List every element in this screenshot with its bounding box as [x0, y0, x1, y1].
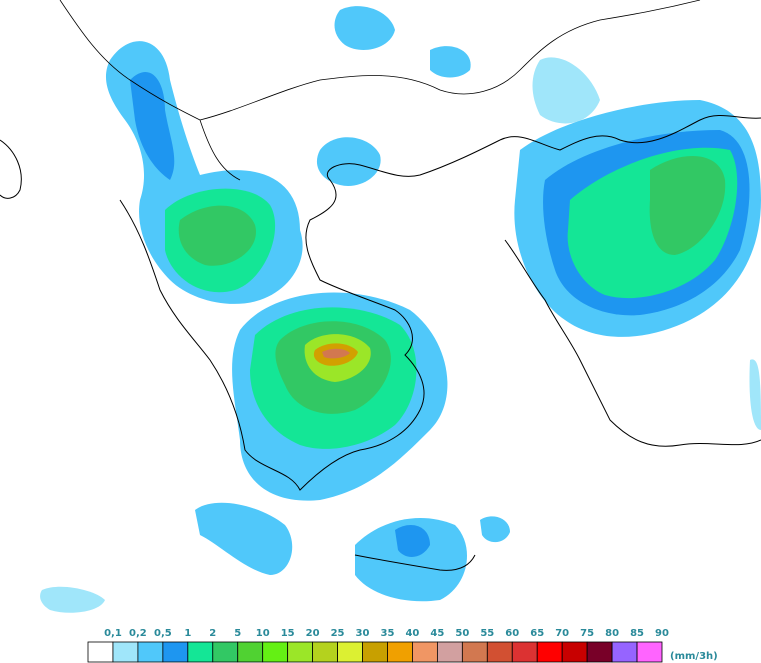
tick-label: 40 [405, 628, 419, 639]
rain-area [316, 137, 381, 186]
rain-area [649, 156, 726, 255]
tick-label: 15 [281, 628, 295, 639]
coastline [354, 554, 476, 571]
rain-area [178, 205, 256, 266]
color-swatch [287, 641, 314, 663]
coastline [504, 239, 761, 447]
color-swatch [137, 641, 164, 663]
coastline [499, 114, 761, 151]
color-swatch [312, 641, 338, 663]
coastlines [0, 0, 761, 571]
color-swatch [362, 641, 388, 663]
color-swatch [387, 641, 413, 663]
rain-area [532, 57, 600, 124]
tick-label: 20 [306, 628, 320, 639]
rain-area [395, 525, 430, 557]
tick-label: 90 [655, 628, 669, 639]
color-swatch [561, 641, 588, 663]
color-swatch [536, 641, 563, 663]
rain-area [334, 6, 395, 51]
color-swatch [187, 641, 214, 663]
tick-label: 55 [480, 628, 494, 639]
precipitation [40, 6, 761, 613]
tick-label: 1 [184, 628, 191, 639]
tick-label: 2 [209, 628, 216, 639]
rain-area [355, 517, 467, 602]
rain-area [130, 71, 175, 180]
rain-area [195, 502, 293, 575]
tick-label: 0,5 [154, 628, 172, 639]
tick-label: 0,2 [129, 628, 147, 639]
color-swatch [436, 641, 463, 663]
color-swatch [611, 641, 638, 663]
border [59, 0, 701, 121]
color-swatch [586, 641, 613, 663]
tick-label: 60 [505, 628, 519, 639]
color-swatch [162, 641, 189, 663]
tick-label: 30 [356, 628, 370, 639]
unit-label: (mm/3h) [670, 651, 718, 662]
color-swatch [412, 641, 438, 663]
tick-label: 65 [530, 628, 544, 639]
rain-area [430, 46, 471, 78]
tick-label: 10 [256, 628, 270, 639]
color-swatch [112, 641, 139, 663]
color-swatch [237, 641, 264, 663]
coastline [0, 139, 22, 199]
tick-label: 0,1 [104, 628, 122, 639]
rain-area [322, 348, 350, 359]
coastline [119, 139, 501, 491]
color-swatch [486, 641, 513, 663]
tick-label: 70 [555, 628, 569, 639]
tick-label: 5 [234, 628, 241, 639]
legend: 0,1 0,2 0,5 1 2 5 10 15 20 25 30 35 40 45 50 55 60 65 70 75… [87, 628, 718, 663]
tick-label: 35 [381, 628, 395, 639]
color-swatch [511, 641, 538, 663]
color-swatch [262, 641, 289, 663]
color-swatch [461, 641, 488, 663]
color-swatch [87, 641, 114, 663]
tick-label: 50 [455, 628, 469, 639]
tick-label: 25 [331, 628, 345, 639]
tick-label: 80 [605, 628, 619, 639]
tick-label: 75 [580, 628, 594, 639]
color-swatch [636, 641, 663, 663]
tick-label: 45 [430, 628, 444, 639]
border [199, 119, 241, 181]
rain-area [480, 516, 510, 543]
color-swatch [212, 641, 239, 663]
tick-label: 85 [630, 628, 644, 639]
color-swatch [337, 641, 363, 663]
rain-area [40, 586, 105, 613]
rain-area [749, 359, 761, 430]
